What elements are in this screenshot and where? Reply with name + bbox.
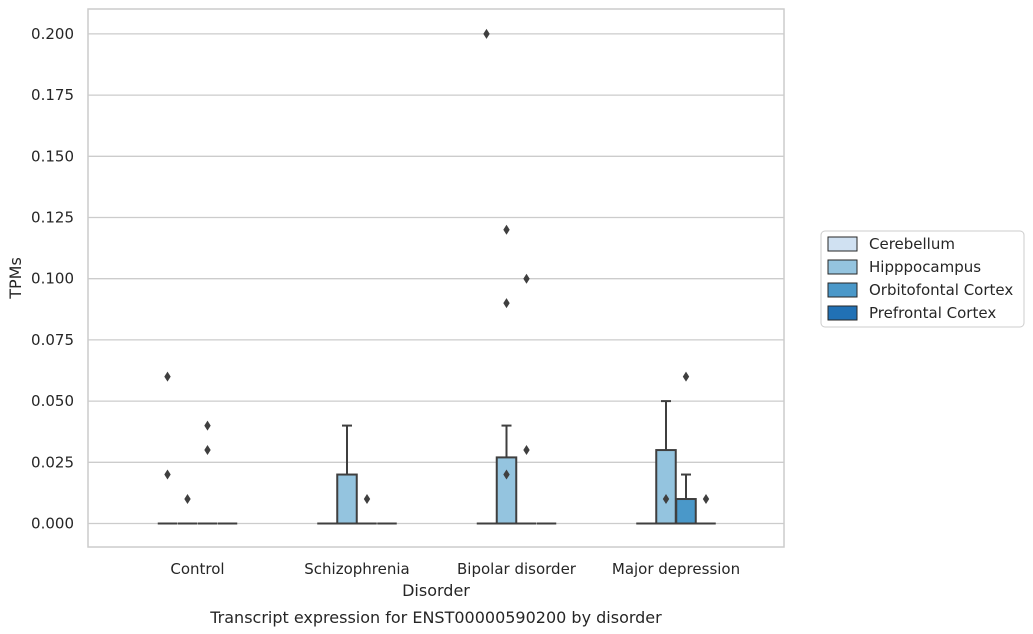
legend-frame: [820, 230, 1025, 328]
x-axis-title: Disorder: [402, 581, 470, 600]
outlier-point: [164, 371, 171, 382]
plot-frame: [87, 8, 785, 548]
box-2-3: [675, 473, 697, 525]
legend-label: Cerebellum: [869, 235, 955, 253]
box-body: [495, 456, 518, 525]
outlier-point: [184, 494, 191, 505]
chart-caption: Transcript expression for ENST0000059020…: [209, 608, 662, 627]
x-tick-label: Major depression: [612, 560, 740, 578]
outlier-point: [662, 494, 670, 505]
box-body: [655, 449, 677, 525]
box-body: [336, 473, 358, 525]
y-tick-label: 0.075: [31, 331, 74, 349]
outlier-point: [164, 469, 171, 480]
legend-swatch: [827, 236, 858, 252]
outlier-point: [363, 494, 371, 505]
box-1-1: [336, 424, 358, 525]
boxes: [157, 400, 716, 525]
legend-item: Orbitofontal Cortex: [827, 281, 1013, 299]
outlier-point: [682, 371, 690, 382]
legend-item: Cerebellum: [827, 235, 955, 253]
y-tick-label: 0.175: [31, 86, 74, 104]
y-tick-label: 0.100: [31, 270, 74, 288]
y-axis-ticks: 0.000 0.025 0.050 0.075 0.100 0.125 0.150 0.175…: [31, 25, 74, 533]
y-tick-label: 0.025: [31, 453, 74, 471]
x-tick-label: Schizophrenia: [304, 560, 409, 578]
y-tick-label: 0.150: [31, 147, 74, 165]
outlier-point: [483, 28, 490, 39]
legend-label: Hipppocampus: [869, 258, 981, 276]
x-tick-label: Control: [170, 560, 224, 578]
x-axis-ticks: Control Schizophrenia Bipolar disorder Majo…: [170, 560, 740, 578]
outlier-point: [523, 273, 530, 284]
y-axis-title: TPMs: [6, 257, 25, 300]
y-tick-label: 0.125: [31, 209, 74, 227]
legend-item: Hipppocampus: [827, 258, 981, 276]
box-body: [675, 498, 697, 525]
legend: Cerebellum Hipppocampus Orbitofontal Corte…: [820, 230, 1025, 328]
outlier-point: [204, 445, 211, 456]
outlier-point: [503, 224, 510, 235]
outlier-point: [702, 494, 710, 505]
legend-label: Prefrontal Cortex: [869, 304, 996, 322]
outliers: [164, 28, 710, 505]
box-1-2: [495, 424, 518, 525]
y-tick-label: 0.000: [31, 515, 74, 533]
legend-swatch: [827, 305, 858, 321]
x-tick-label: Bipolar disorder: [457, 560, 577, 578]
legend-item: Prefrontal Cortex: [827, 304, 996, 322]
y-tick-label: 0.050: [31, 392, 74, 410]
y-tick-label: 0.200: [31, 25, 74, 43]
gridlines: [88, 33, 784, 525]
outlier-point: [204, 420, 211, 431]
box-1-3: [655, 400, 677, 525]
legend-swatch: [827, 282, 858, 298]
legend-label: Orbitofontal Cortex: [869, 281, 1013, 299]
outlier-point: [523, 445, 530, 456]
legend-swatch: [827, 259, 858, 275]
outlier-point: [503, 469, 510, 480]
outlier-point: [503, 298, 510, 309]
